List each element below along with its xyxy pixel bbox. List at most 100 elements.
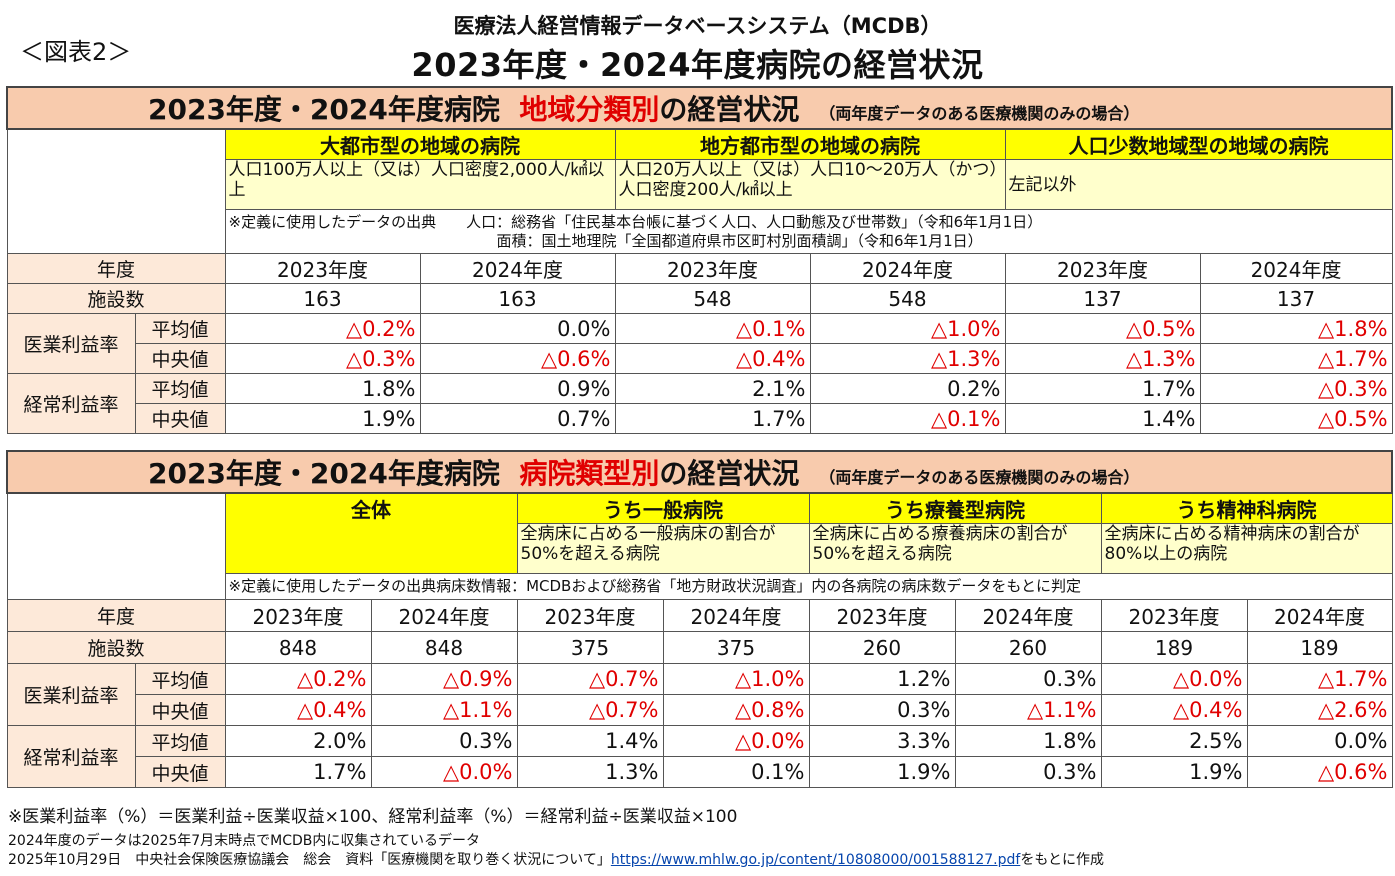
median-label: 中央値 — [134, 403, 226, 434]
header-cell: 2023年度 — [808, 599, 956, 632]
group-description: 人口100万人以上（又は）人口密度2,000人/㎢以上 — [224, 159, 616, 210]
value-cell: △0.4% — [224, 694, 372, 726]
table-row: 経常利益率 平均値 1.8% 0.9% 2.1% 0.2% 1.7% △0.3% — [6, 373, 1393, 434]
header-cell: 2023年度 — [224, 599, 372, 632]
header-line1: 医療法人経営情報データベースシステム（MCDB） — [453, 14, 942, 38]
value-cell: △0.8% — [662, 694, 810, 726]
table-title: 2023年度・2024年度病院 地域分類別の経営状況 （両年度データのある医療機関… — [5, 86, 1394, 130]
facility-row: 施設数 163 163 548 548 137 137 — [6, 283, 1393, 314]
value-cell: △0.3% — [224, 343, 421, 374]
value-cell: △1.8% — [1199, 313, 1393, 344]
ordinary-margin-label: 経常利益率 — [6, 373, 136, 434]
header-cell: 189 — [1100, 631, 1248, 664]
value-cell: 1.8% — [954, 725, 1102, 757]
value-cell: △1.3% — [809, 343, 1006, 374]
value-cell: △0.0% — [370, 756, 518, 788]
source-note: 2025年10月29日 中央社会保険医療協議会 総会 資料「医療機関を取り巻く状… — [8, 852, 1105, 868]
value-cell: 1.9% — [808, 756, 956, 788]
source-link[interactable]: https://www.mhlw.go.jp/content/10808000/… — [610, 852, 1021, 868]
header-cell: 163 — [224, 283, 421, 314]
header-cell: 2023年度 — [1100, 599, 1248, 632]
value-cell: 1.7% — [1004, 373, 1201, 404]
median-label: 中央値 — [134, 343, 226, 374]
facility-row: 施設数 848 848 375 375 260 260 189 189 — [6, 631, 1393, 664]
header-cell: 548 — [809, 283, 1006, 314]
value-cell: △0.5% — [1199, 403, 1393, 434]
table-row: 経常利益率 平均値 2.0% 0.3% 1.4% △0.0% 3.3% 1.8%… — [6, 725, 1393, 788]
avg-label: 平均値 — [134, 313, 226, 344]
value-cell: 2.0% — [224, 725, 372, 757]
group-header: うち療養型病院 — [808, 492, 1102, 524]
table-row: 中央値 1.7% △0.0% 1.3% 0.1% 1.9% 0.3% 1.9% … — [7, 756, 1393, 788]
value-cell: 0.2% — [809, 373, 1006, 404]
hospital-type-table: 2023年度・2024年度病院 病院類型別の経営状況 （両年度データのある医療機関… — [5, 450, 1394, 788]
value-cell: △0.3% — [1199, 373, 1393, 404]
value-cell: 0.1% — [662, 756, 810, 788]
group-description: 全病床に占める療養病床の割合が50%を超える病院 — [808, 523, 1102, 574]
header-cell: 2023年度 — [614, 253, 811, 284]
header-cell: 2024年度 — [419, 253, 616, 284]
value-cell: △0.1% — [614, 313, 811, 344]
group-header: うち精神科病院 — [1100, 492, 1393, 524]
value-cell: 1.9% — [224, 403, 421, 434]
value-cell: 0.3% — [370, 725, 518, 757]
avg-label: 平均値 — [134, 373, 226, 404]
value-cell: 1.3% — [516, 756, 664, 788]
value-cell: △0.7% — [516, 663, 664, 695]
header-cell: 375 — [662, 631, 810, 664]
value-cell: △0.6% — [1246, 756, 1393, 788]
header-cell: 189 — [1246, 631, 1393, 664]
value-cell: △1.1% — [954, 694, 1102, 726]
group-header: うち一般病院 — [516, 492, 810, 524]
definition-note: ※定義に使用したデータの出典病床数情報：MCDBおよび総務省「地方財政状況調査」… — [224, 573, 1393, 600]
group-description: 人口20万人以上（又は）人口10～20万人（かつ）人口密度200人/㎢以上 — [614, 159, 1006, 210]
formula-note: ※医業利益率（%）＝医業利益÷医業収益×100、経常利益率（%）＝経常利益÷医業… — [8, 807, 738, 827]
value-cell: △0.4% — [614, 343, 811, 374]
group-header: 大都市型の地域の病院 — [224, 128, 616, 160]
page-title: 2023年度・2024年度病院の経営状況 — [411, 46, 984, 84]
value-cell: 2.5% — [1100, 725, 1248, 757]
value-cell: △0.6% — [419, 343, 616, 374]
table-row: 中央値 1.9% 0.7% 1.7% △0.1% 1.4% △0.5% — [7, 403, 1393, 434]
group-description: 左記以外 — [1004, 159, 1393, 210]
header-cell: 2024年度 — [1199, 253, 1393, 284]
header-cell: 2023年度 — [516, 599, 664, 632]
value-cell: 2.1% — [614, 373, 811, 404]
header-cell: 2023年度 — [1004, 253, 1201, 284]
value-cell: △0.2% — [224, 313, 421, 344]
data-note: 2024年度のデータは2025年7月末時点でMCDB内に収集されているデータ — [8, 833, 480, 849]
group-header: 全体 — [224, 492, 518, 574]
group-description: 全病床に占める一般病床の割合が50%を超える病院 — [516, 523, 810, 574]
table-row: 医業利益率 平均値 △0.2% 0.0% △0.1% △1.0% △0.5% △… — [6, 313, 1393, 374]
value-cell: 1.8% — [224, 373, 421, 404]
ordinary-margin-label: 経常利益率 — [6, 725, 136, 788]
header-cell: 260 — [808, 631, 956, 664]
value-cell: △1.7% — [1246, 663, 1393, 695]
value-cell: 1.4% — [516, 725, 664, 757]
region-table: 2023年度・2024年度病院 地域分類別の経営状況 （両年度データのある医療機関… — [5, 86, 1394, 434]
value-cell: 3.3% — [808, 725, 956, 757]
table-row: 中央値 △0.3% △0.6% △0.4% △1.3% △1.3% △1.7% — [7, 343, 1393, 374]
value-cell: 0.3% — [954, 756, 1102, 788]
header-cell: 848 — [370, 631, 518, 664]
header-cell: 137 — [1004, 283, 1201, 314]
value-cell: △0.4% — [1100, 694, 1248, 726]
value-cell: 0.3% — [954, 663, 1102, 695]
header-cell: 2024年度 — [662, 599, 810, 632]
table-title: 2023年度・2024年度病院 病院類型別の経営状況 （両年度データのある医療機関… — [5, 450, 1394, 494]
header-cell: 548 — [614, 283, 811, 314]
group-header: 地方都市型の地域の病院 — [614, 128, 1006, 160]
table-row: 医業利益率 平均値 △0.2% △0.9% △0.7% △1.0% 1.2% 0… — [6, 663, 1393, 726]
header-cell: 2024年度 — [809, 253, 1006, 284]
medical-margin-label: 医業利益率 — [6, 313, 136, 374]
value-cell: △1.3% — [1004, 343, 1201, 374]
table-title-row: 2023年度・2024年度病院 病院類型別の経営状況 （両年度データのある医療機関… — [5, 450, 1394, 494]
avg-label: 平均値 — [134, 663, 226, 695]
value-cell: 1.4% — [1004, 403, 1201, 434]
value-cell: △1.0% — [662, 663, 810, 695]
avg-label: 平均値 — [134, 725, 226, 757]
value-cell: △1.0% — [809, 313, 1006, 344]
header-cell: 260 — [954, 631, 1102, 664]
value-cell: △0.5% — [1004, 313, 1201, 344]
group-description: 全病床に占める精神病床の割合が80%以上の病院 — [1100, 523, 1393, 574]
